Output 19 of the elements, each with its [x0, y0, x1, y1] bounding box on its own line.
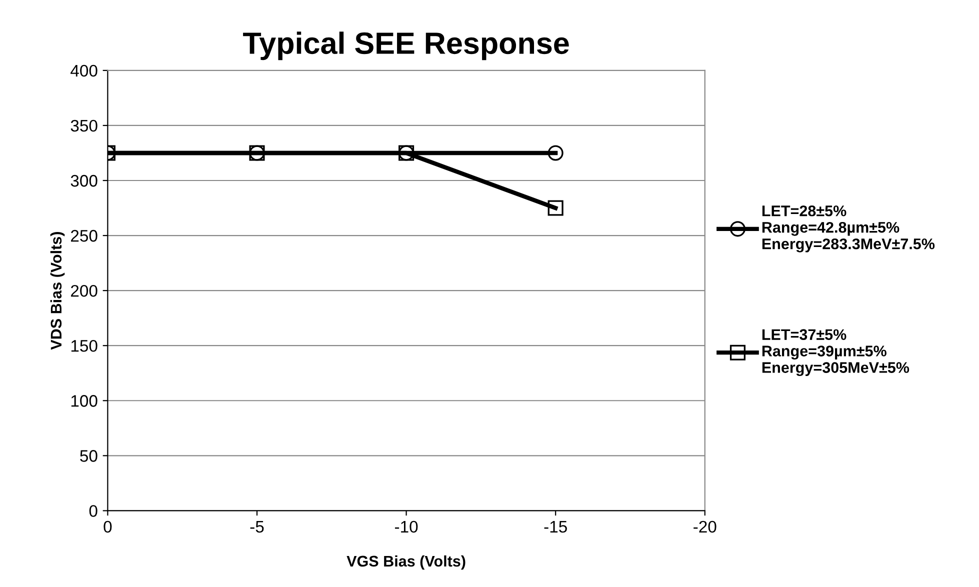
y-tick-label: 0 [89, 505, 98, 517]
y-tick-label: 250 [71, 230, 98, 242]
x-tick-label: -15 [544, 521, 567, 533]
y-tick-label: 50 [80, 450, 98, 462]
x-tick-label: 0 [104, 520, 112, 533]
y-axis-title: VDS Bias (Volts) [50, 232, 65, 350]
legend-label: LET=37±5% Range=39µm±5% Energy=305MeV±5% [762, 329, 910, 376]
y-tick-label: 400 [70, 64, 98, 77]
y-tick-label: 150 [71, 340, 98, 352]
x-tick-label: -20 [694, 520, 716, 533]
y-tick-label: 350 [70, 120, 98, 132]
legend-label: LET=28±5% Range=42.8µm±5% Energy=283.3MeV±7.5% [762, 205, 935, 252]
y-tick-label: 100 [71, 395, 98, 407]
x-axis-title: VGS Bias (Volts) [346, 555, 466, 570]
x-tick-label: -5 [250, 521, 264, 533]
y-tick-label: 300 [70, 174, 98, 187]
chart-title: Typical SEE Response [243, 32, 569, 60]
x-tick-label: -10 [394, 520, 418, 533]
y-tick-label: 200 [71, 284, 98, 297]
